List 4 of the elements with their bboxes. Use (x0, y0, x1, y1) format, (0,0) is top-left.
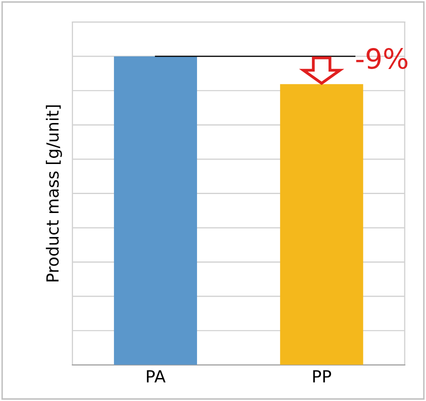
annotation: -9% (356, 48, 408, 70)
x-tick-label: PP (313, 370, 332, 382)
x-tick-label: PA (146, 370, 166, 382)
y-axis-title: Product mass [g/unit] (46, 105, 62, 282)
